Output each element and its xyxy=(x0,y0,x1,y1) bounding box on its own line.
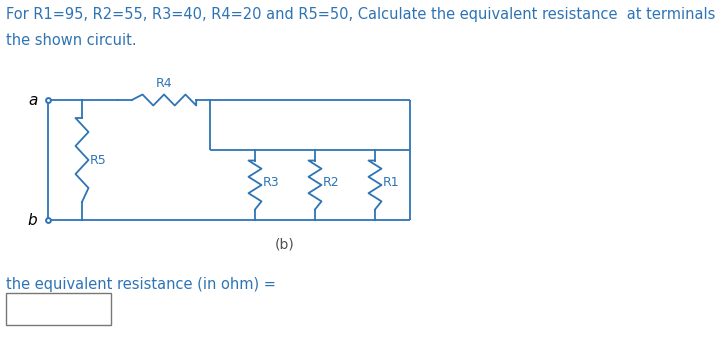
Text: R4: R4 xyxy=(156,77,172,90)
Text: the shown circuit.: the shown circuit. xyxy=(6,33,136,48)
Text: the equivalent resistance (in ohm) =: the equivalent resistance (in ohm) = xyxy=(6,277,276,292)
Text: For R1=95, R2=55, R3=40, R4=20 and R5=50, Calculate the equivalent resistance  a: For R1=95, R2=55, R3=40, R4=20 and R5=50… xyxy=(6,7,721,22)
Text: $b$: $b$ xyxy=(27,212,38,228)
Text: R3: R3 xyxy=(263,176,280,190)
Text: R1: R1 xyxy=(383,176,399,190)
Text: $a$: $a$ xyxy=(27,93,38,108)
Text: (b): (b) xyxy=(275,238,295,252)
Text: R5: R5 xyxy=(90,153,107,166)
FancyBboxPatch shape xyxy=(6,293,111,325)
Text: R2: R2 xyxy=(323,176,340,190)
